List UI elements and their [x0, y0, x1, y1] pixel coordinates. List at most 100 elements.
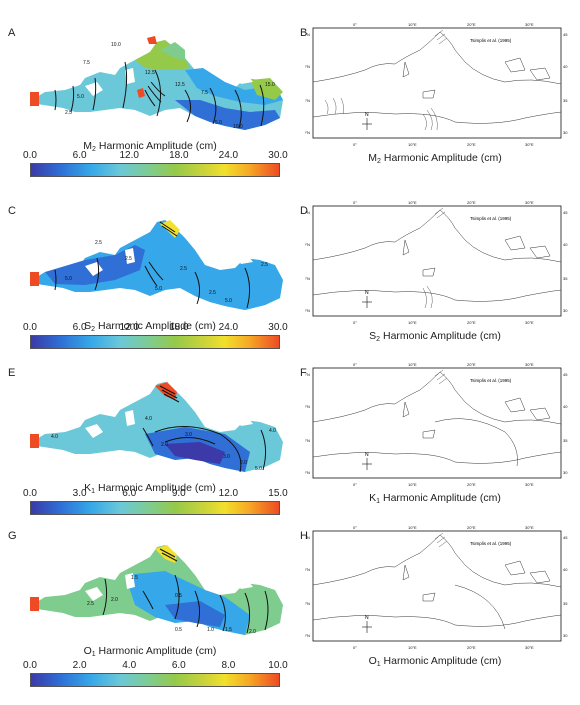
- lon-tick: 0°: [353, 525, 357, 530]
- lat-tick: 45°N: [305, 535, 310, 540]
- lat-tick: 45°N: [305, 32, 310, 37]
- lat-tick: 45°N: [305, 210, 310, 215]
- colorbar-tick: 6.0: [72, 150, 87, 161]
- o1-contour-label: 2.0: [111, 597, 118, 603]
- north-arrow-icon: N: [362, 290, 372, 308]
- lon-tick: 10°E: [408, 645, 417, 650]
- lat-tick: 40°N: [305, 404, 310, 409]
- o1-contour-label: 0.5: [175, 593, 182, 599]
- lon-tick: 0°: [353, 645, 357, 650]
- colorbar-tick: 18.0: [169, 322, 189, 333]
- o1-contour-label: 1.5: [225, 627, 232, 633]
- k1-colorbar: 0.0 3.0 6.0 9.0 12.0 15.0: [0, 488, 290, 518]
- lat-tick: 35: [563, 276, 568, 281]
- lon-tick: 20°E: [467, 525, 476, 530]
- panel-letter-c: C: [8, 205, 16, 217]
- lon-tick: 30°E: [525, 482, 534, 487]
- o1-map-title: O1 Harmonic Amplitude (cm): [25, 645, 275, 658]
- constituent-symbol: S: [84, 320, 92, 332]
- title-suffix: Harmonic Amplitude (cm): [380, 330, 501, 342]
- s2-contour-label: 2.5: [125, 256, 132, 262]
- s2-contour-label: 2.5: [261, 262, 268, 268]
- lat-tick: 35°N: [305, 98, 310, 103]
- lon-tick: 20°E: [467, 362, 476, 367]
- s2-contour-label: 2.5: [95, 240, 102, 246]
- lon-tick: 0°: [353, 362, 357, 367]
- reference-label: Tsimplis et al. (1995): [470, 216, 512, 221]
- colorbar-tick: 30.0: [268, 150, 288, 161]
- k1-contour-label: 2.0: [161, 442, 168, 448]
- lat-tick: 40: [563, 567, 568, 572]
- colorbar-gradient: [30, 501, 280, 515]
- panel-letter-e: E: [8, 367, 16, 379]
- north-arrow-icon: N: [362, 452, 372, 470]
- lon-tick: 30°E: [525, 525, 534, 530]
- o1-contour-label: 1.0: [207, 627, 214, 633]
- title-suffix: Harmonic Amplitude (cm): [95, 320, 216, 332]
- panel-letter-h: H: [300, 530, 308, 542]
- o1-amplitude-map: 2.5 1.5 2.0 0.5 1.0 1.5 2.0 0.5: [30, 545, 283, 635]
- lon-tick: 20°E: [467, 200, 476, 205]
- m2-contour-label: 12.5: [175, 82, 185, 88]
- lon-tick: 20°E: [467, 320, 476, 325]
- lon-tick: 0°: [353, 22, 357, 27]
- colorbar-tick: 30.0: [268, 322, 288, 333]
- k1-reference-map: Tsimplis et al. (1995) 0° 10°E 20°E 30°E…: [305, 362, 568, 487]
- lat-tick: 30: [563, 470, 568, 475]
- north-label: N: [365, 452, 369, 458]
- m2-contour-label: 10.0: [233, 124, 243, 130]
- colorbar-tick: 8.0: [221, 660, 236, 671]
- m2-colorbar: 0.0 6.0 12.0 18.0 24.0 30.0: [0, 150, 290, 180]
- lon-tick: 30°E: [525, 362, 534, 367]
- colorbar-tick: 10.0: [268, 660, 288, 671]
- constituent-symbol: O: [368, 655, 377, 667]
- k1-amplitude-map: 4.0 4.0 3.0 2.0 2.0 3.0 4.0 5.0: [30, 382, 283, 473]
- k1-contour-label: 4.0: [145, 416, 152, 422]
- m2-reference-title: M2 Harmonic Amplitude (cm): [300, 152, 570, 165]
- lon-tick: 30°E: [525, 645, 534, 650]
- constituent-symbol: S: [369, 330, 377, 342]
- colorbar-tick: 0.0: [23, 488, 37, 499]
- o1-contour-label: 0.5: [175, 627, 182, 633]
- reference-label: Tsimplis et al. (1995): [470, 38, 512, 43]
- o1-contour-label: 2.0: [249, 629, 256, 635]
- lat-tick: 30: [563, 308, 568, 313]
- o1-contour-label: 2.5: [87, 601, 94, 607]
- colorbar-tick: 12.0: [119, 150, 139, 161]
- lon-tick: 20°E: [467, 482, 476, 487]
- s2-colorbar: 0.0 6.0 12.0 18.0 24.0 30.0: [0, 322, 290, 352]
- panel-letter-a: A: [8, 27, 16, 39]
- north-label: N: [365, 615, 369, 621]
- constituent-symbol: O: [83, 645, 92, 657]
- colorbar-tick: 3.0: [72, 488, 87, 499]
- lat-tick: 30: [563, 130, 568, 135]
- s2-contour-label: 5.0: [225, 298, 232, 304]
- constituent-subscript: 1: [376, 661, 381, 668]
- k1-reference-title: K1 Harmonic Amplitude (cm): [300, 492, 570, 505]
- lat-tick: 45: [563, 32, 568, 37]
- colorbar-tick: 0.0: [23, 150, 37, 161]
- lat-tick: 40: [563, 404, 568, 409]
- m2-contour-label: 7.5: [83, 60, 90, 66]
- colorbar-gradient: [30, 673, 280, 687]
- constituent-subscript: 2: [92, 146, 96, 153]
- lon-tick: 10°E: [408, 362, 417, 367]
- lon-tick: 10°E: [408, 525, 417, 530]
- k1-map-title: K1 Harmonic Amplitude (cm): [25, 482, 275, 495]
- colorbar-tick: 9.0: [171, 488, 186, 499]
- north-label: N: [365, 112, 369, 118]
- m2-map-title: M2 Harmonic Amplitude (cm): [25, 140, 275, 153]
- m2-contour-label: 7.5: [201, 90, 208, 96]
- lat-tick: 45: [563, 372, 568, 377]
- lon-tick: 20°E: [467, 142, 476, 147]
- o1-contour-label: 1.5: [131, 575, 138, 581]
- lat-tick: 40: [563, 242, 568, 247]
- panel-letter-g: G: [8, 530, 17, 542]
- lon-tick: 20°E: [467, 22, 476, 27]
- k1-contour-label: 4.0: [51, 434, 58, 440]
- colorbar-tick: 6.0: [122, 488, 137, 499]
- lat-tick: 40°N: [305, 242, 310, 247]
- lat-tick: 30°N: [305, 308, 310, 313]
- s2-amplitude-map: 2.5 5.0 2.5 5.0 2.5 5.0 2.5 2.5: [30, 220, 283, 310]
- lon-tick: 0°: [353, 200, 357, 205]
